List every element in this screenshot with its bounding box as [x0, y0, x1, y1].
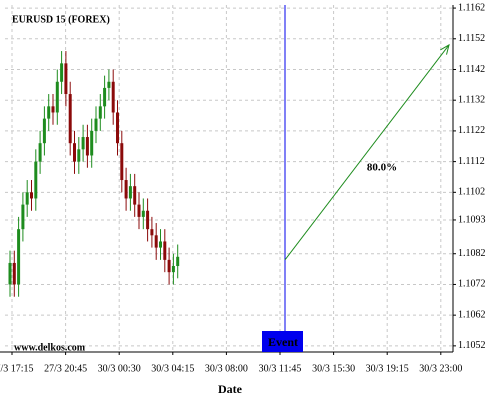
x-axis-title: Date: [218, 382, 243, 396]
y-tick-label: 1.1093: [458, 214, 486, 225]
y-tick-label: 1.1122: [458, 125, 485, 136]
y-tick-label: 1.1162: [458, 2, 485, 13]
forecast-arrow: [284, 44, 450, 261]
candle-body: [12, 262, 16, 285]
y-tick-label: 1.1102: [458, 187, 485, 198]
event-box: [262, 331, 303, 352]
candle-body: [141, 210, 145, 217]
candle-body: [55, 81, 59, 113]
candle-body: [171, 266, 175, 273]
candle-body: [103, 87, 107, 107]
candle-body: [73, 143, 76, 162]
candle-body: [133, 186, 137, 205]
candle-body: [150, 229, 154, 236]
x-tick-label: 27/3 17:15: [0, 363, 34, 374]
candle-body: [77, 149, 81, 162]
chart-title: EURUSD 15 (FOREX): [12, 14, 110, 25]
candle-body: [107, 81, 111, 88]
y-tick-label: 1.1062: [458, 309, 486, 320]
x-tick-label: 27/3 20:45: [44, 363, 87, 374]
x-tick-label: 30/3 08:00: [205, 363, 248, 374]
candle-body: [64, 63, 68, 95]
candle-body: [167, 259, 171, 273]
x-tick-label: 30/3 00:30: [98, 363, 141, 374]
x-tick-label: 30/3 15:30: [312, 363, 355, 374]
candle-body: [120, 143, 124, 181]
candle-body: [90, 130, 94, 156]
candle-body: [154, 235, 158, 248]
candle-body: [176, 256, 180, 267]
x-tick-label: 30/3 11:45: [259, 363, 302, 374]
candle-body: [85, 137, 89, 156]
candle-body: [8, 262, 12, 285]
y-tick-label: 1.1132: [458, 94, 485, 105]
plot-area: [5, 5, 453, 352]
x-tick-label: 30/3 19:15: [366, 363, 409, 374]
candle-body: [94, 118, 98, 131]
candle-body: [34, 161, 38, 199]
forecast-label: 80.0%: [367, 162, 397, 174]
candle-body: [163, 241, 167, 260]
y-tick-label: 1.1152: [458, 33, 485, 44]
candle-body: [51, 106, 55, 113]
candle-body: [60, 63, 64, 82]
candle-body: [47, 106, 51, 119]
arrow-head: [440, 43, 450, 55]
y-tick-label: 1.1112: [458, 156, 485, 167]
candle-body: [111, 81, 115, 113]
event-label: Event: [268, 335, 298, 349]
candle-body: [128, 186, 132, 199]
y-tick-label: 1.1072: [458, 279, 486, 290]
candle-body: [159, 241, 162, 248]
candle-body: [25, 192, 29, 205]
candle-body: [30, 192, 33, 199]
candle-body: [146, 210, 150, 230]
candle-body: [17, 229, 21, 285]
watermark: www.delkos.com: [14, 342, 86, 353]
y-tick-label: 1.1142: [458, 64, 485, 75]
candle-body: [68, 94, 72, 144]
candle-body: [98, 106, 102, 119]
candle-body: [81, 137, 85, 150]
candle-body: [38, 143, 42, 162]
candle-body: [137, 204, 141, 217]
x-tick-label: 30/3 23:00: [419, 363, 462, 374]
candle-body: [124, 180, 128, 199]
x-tick-label: 30/3 04:15: [151, 363, 194, 374]
candle-body: [21, 204, 25, 230]
y-tick-label: 1.1082: [458, 248, 486, 259]
candle-body: [42, 118, 46, 144]
y-tick-label: 1.1052: [458, 340, 486, 351]
candle-body: [116, 112, 119, 144]
